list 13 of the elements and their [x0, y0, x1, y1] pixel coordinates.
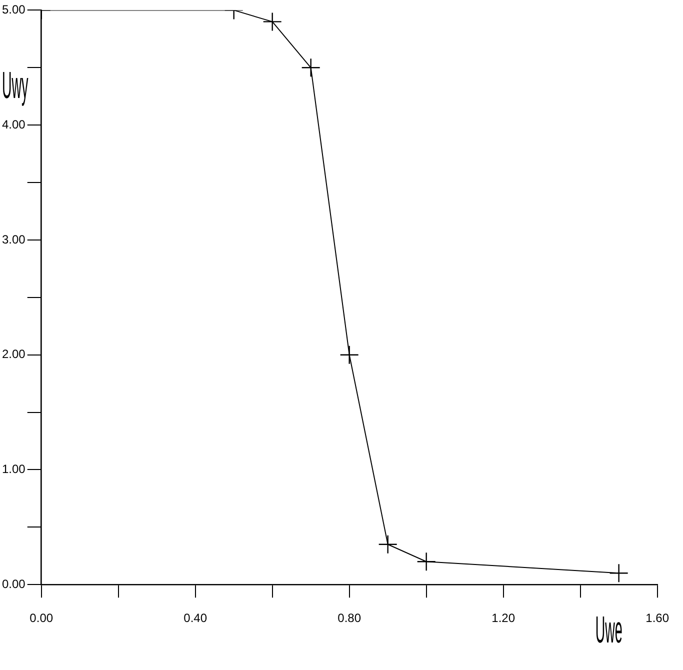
y-tick-label: 5.00 — [2, 2, 26, 17]
y-tick-label: 1.00 — [2, 462, 26, 476]
x-tick-label: 1.60 — [646, 611, 670, 626]
y-tick-label: 0.00 — [2, 576, 26, 591]
x-tick-label: 0.00 — [30, 611, 54, 626]
x-tick-label: 0.80 — [338, 611, 362, 626]
x-axis-title: Uwe — [595, 609, 622, 652]
x-tick-label: 0.40 — [184, 611, 208, 626]
x-tick-label: 1.20 — [492, 611, 516, 626]
y-tick-label: 4.00 — [2, 117, 26, 132]
y-tick-label: 3.00 — [2, 232, 26, 246]
y-axis-title: Uwy — [2, 64, 29, 108]
y-tick-label: 2.00 — [2, 347, 26, 362]
